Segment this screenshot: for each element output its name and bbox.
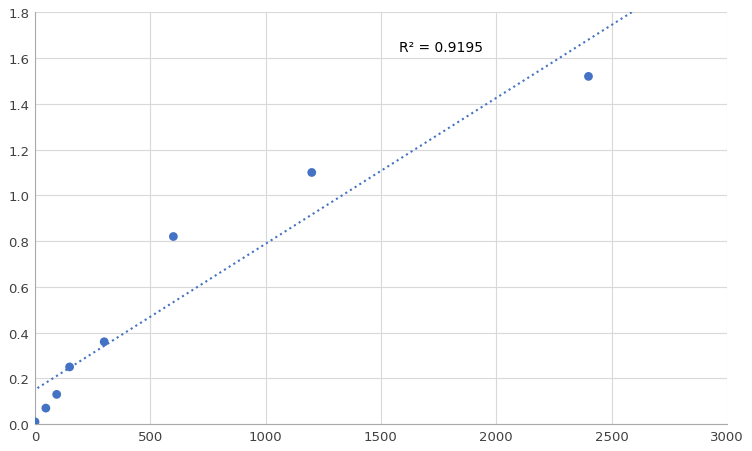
Point: [168, 233, 180, 240]
Point: [306, 170, 318, 177]
Point: [64, 364, 76, 371]
Point: [99, 338, 111, 345]
Point: [583, 74, 595, 81]
Point: [40, 405, 52, 412]
Text: R² = 0.9195: R² = 0.9195: [399, 41, 484, 55]
Point: [50, 391, 62, 398]
Point: [29, 418, 41, 425]
